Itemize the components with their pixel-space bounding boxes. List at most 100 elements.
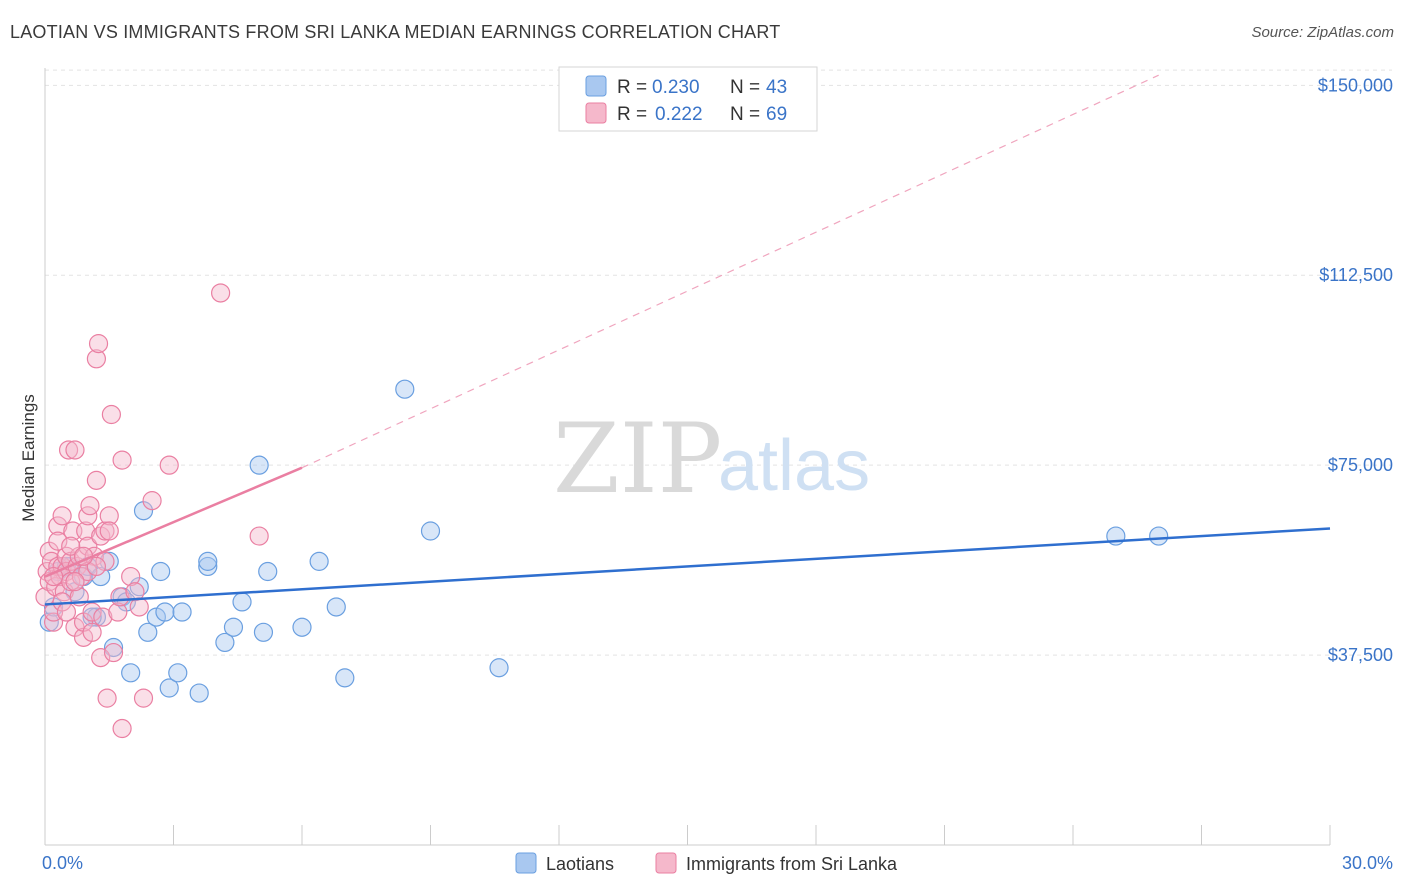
point-sri-lanka xyxy=(129,597,149,617)
axes xyxy=(44,68,1331,846)
legend-r-value-2: 0.222 xyxy=(655,104,703,125)
legend-swatch-sri-lanka xyxy=(585,102,607,124)
point-sri-lanka xyxy=(249,526,269,546)
point-laotians xyxy=(249,455,269,475)
point-sri-lanka xyxy=(82,622,102,642)
point-sri-lanka xyxy=(65,572,85,592)
point-sri-lanka xyxy=(93,607,113,627)
point-sri-lanka xyxy=(112,718,132,739)
point-sri-lanka xyxy=(41,551,62,571)
point-sri-lanka xyxy=(125,582,145,602)
chart-title: LAOTIAN VS IMMIGRANTS FROM SRI LANKA MED… xyxy=(10,22,781,42)
legend-r-label-1: R = xyxy=(617,77,647,98)
y-tick-label: $75,000 xyxy=(1328,455,1393,475)
legend-n-label-1: N = xyxy=(730,77,760,98)
point-laotians xyxy=(326,597,346,617)
data-points xyxy=(35,283,1169,739)
point-sri-lanka xyxy=(48,531,68,551)
point-laotians xyxy=(420,521,441,541)
point-laotians xyxy=(223,617,244,637)
point-laotians xyxy=(189,683,209,703)
point-sri-lanka xyxy=(133,688,154,708)
point-sri-lanka xyxy=(43,612,64,632)
point-sri-lanka xyxy=(58,440,79,460)
point-sri-lanka xyxy=(97,688,117,708)
point-sri-lanka xyxy=(65,440,85,460)
point-sri-lanka xyxy=(159,455,179,475)
point-laotians xyxy=(138,622,158,642)
legend-n-label-2: N = xyxy=(730,104,760,125)
point-sri-lanka xyxy=(95,521,115,541)
point-sri-lanka xyxy=(99,521,119,541)
point-laotians xyxy=(309,551,329,571)
point-laotians xyxy=(91,566,111,587)
y-tick-label: $37,500 xyxy=(1328,645,1393,665)
watermark-zip: ZIP xyxy=(553,403,722,515)
legend-r-label-2: R = xyxy=(617,104,647,125)
point-sri-lanka xyxy=(76,521,96,541)
point-laotians xyxy=(258,561,278,582)
bottom-legend-swatch-sri-lanka xyxy=(655,852,677,874)
point-laotians xyxy=(99,551,119,571)
point-laotians xyxy=(151,561,171,582)
point-sri-lanka xyxy=(86,349,107,369)
point-sri-lanka xyxy=(142,491,162,511)
point-sri-lanka xyxy=(112,450,132,470)
watermark-atlas: atlas xyxy=(718,426,870,506)
point-laotians xyxy=(168,663,188,683)
point-sri-lanka xyxy=(86,556,107,577)
x-tick-labels: 0.0% 30.0% xyxy=(42,853,1393,873)
watermark: ZIP atlas xyxy=(553,403,870,515)
x-tick-label-min: 0.0% xyxy=(42,853,83,873)
source-label: Source: ZipAtlas.com xyxy=(1251,24,1394,41)
point-laotians xyxy=(253,622,274,642)
grid-lines xyxy=(45,69,1392,656)
point-laotians xyxy=(335,668,355,688)
point-laotians xyxy=(489,658,509,678)
point-sri-lanka xyxy=(48,516,68,536)
point-laotians xyxy=(172,602,192,622)
point-sri-lanka xyxy=(80,496,100,516)
bottom-legend: Laotians Immigrants from Sri Lanka xyxy=(515,852,898,874)
y-tick-labels: $37,500 $75,000 $112,500 $150,000 xyxy=(1318,75,1393,665)
point-sri-lanka xyxy=(86,470,107,490)
legend: R = 0.230 N = 43 R = 0.222 N = 69 xyxy=(558,66,818,132)
point-sri-lanka xyxy=(121,566,141,587)
point-sri-lanka xyxy=(61,536,81,556)
bottom-legend-swatch-laotians xyxy=(515,852,537,874)
bottom-legend-label-sri-lanka: Immigrants from Sri Lanka xyxy=(686,854,898,874)
legend-r-value-1: 0.230 xyxy=(652,77,700,98)
point-laotians xyxy=(159,678,179,698)
legend-n-value-1: 43 xyxy=(766,77,787,98)
y-tick-label: $112,500 xyxy=(1319,265,1393,285)
y-tick-label: $150,000 xyxy=(1318,75,1393,95)
point-sri-lanka xyxy=(211,283,231,303)
point-sri-lanka xyxy=(99,506,119,526)
legend-swatch-laotians xyxy=(585,75,607,97)
trend-line-laotians-solid xyxy=(44,527,1331,606)
trend-line-sri-lanka-solid xyxy=(44,466,303,578)
trend-lines xyxy=(44,74,1331,606)
trend-line-sri-lanka-dashed xyxy=(301,74,1159,469)
point-laotians xyxy=(121,663,141,683)
point-laotians xyxy=(292,617,312,637)
point-sri-lanka xyxy=(52,506,72,526)
point-sri-lanka xyxy=(56,602,77,622)
point-laotians xyxy=(39,612,59,632)
point-sri-lanka xyxy=(91,648,111,668)
point-sri-lanka xyxy=(71,566,92,587)
point-sri-lanka xyxy=(78,536,98,556)
y-axis-title: Median Earnings xyxy=(19,394,38,522)
bottom-legend-label-laotians: Laotians xyxy=(546,854,614,874)
point-laotians xyxy=(1149,526,1169,546)
point-sri-lanka xyxy=(103,642,124,663)
point-laotians xyxy=(198,556,218,577)
point-sri-lanka xyxy=(88,334,109,354)
legend-n-value-2: 69 xyxy=(766,104,787,125)
point-laotians xyxy=(232,592,252,612)
point-sri-lanka xyxy=(108,602,128,622)
x-tick-label-max: 30.0% xyxy=(1342,853,1393,873)
point-laotians xyxy=(215,632,235,653)
point-sri-lanka xyxy=(101,404,121,425)
